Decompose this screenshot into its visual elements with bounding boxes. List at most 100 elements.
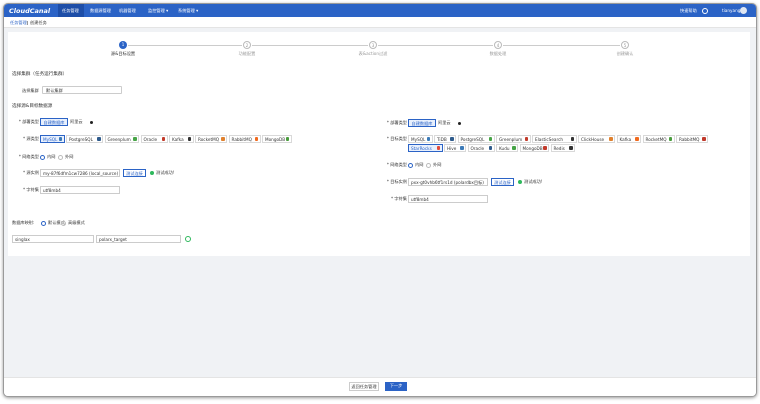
- radio-label: 默认模式: [48, 220, 65, 225]
- button[interactable]: 自建数据库: [40, 118, 68, 126]
- breadcrumb-bar: [4, 17, 756, 28]
- radio[interactable]: [426, 162, 431, 168]
- datasource-type[interactable]: PostgreSQL: [457, 135, 495, 143]
- datasource-type[interactable]: ElasticSearch: [532, 135, 577, 143]
- radio[interactable]: [61, 220, 66, 226]
- logo: CloudCanal: [9, 7, 51, 15]
- step-line: [252, 45, 368, 46]
- field-label: * 网络类型: [18, 154, 39, 159]
- datasource-type[interactable]: RabbitMQ: [676, 135, 708, 143]
- type-icon: [254, 137, 258, 141]
- radio-label: 内网: [47, 154, 56, 159]
- select[interactable]: pxx-gt0vhb6tf1rs1d (polardbx目标): [408, 178, 488, 186]
- step-line: [128, 45, 242, 46]
- field-label: * 源类型: [23, 136, 39, 141]
- cloud-icon: [458, 121, 461, 125]
- select[interactable]: singlax: [12, 235, 94, 243]
- datasource-type[interactable]: Oracle: [467, 144, 495, 152]
- add-icon[interactable]: [185, 235, 191, 242]
- radio-label: 外网: [433, 162, 442, 167]
- step-label: 创建确认: [616, 51, 634, 56]
- type-icon: [221, 137, 225, 141]
- field-label: * 部署类型: [386, 120, 407, 125]
- avatar[interactable]: [740, 7, 747, 14]
- breadcrumb[interactable]: 任务管理: [10, 20, 27, 25]
- nav-item[interactable]: 数据源管理: [90, 8, 111, 13]
- button[interactable]: 阿里云: [438, 120, 451, 125]
- user-name[interactable]: tianyang: [722, 8, 741, 13]
- radio-label: 高级模式: [68, 220, 85, 225]
- datasource-type[interactable]: Greenplum: [104, 135, 139, 143]
- datasource-type[interactable]: Kafka: [616, 135, 641, 143]
- radio[interactable]: [41, 220, 46, 226]
- button[interactable]: 测试连接: [491, 178, 514, 186]
- type-icon: [488, 146, 492, 150]
- type-icon: [460, 146, 464, 150]
- button[interactable]: 下一步: [385, 382, 407, 391]
- button[interactable]: 返回任务管理: [349, 382, 379, 391]
- datasource-type[interactable]: StarRocks: [408, 144, 443, 152]
- datasource-type[interactable]: MySQL: [408, 135, 433, 143]
- type-icon: [161, 137, 165, 141]
- breadcrumb: 创建任务: [30, 20, 47, 25]
- button[interactable]: 测试连接: [123, 169, 146, 177]
- status-dot: [518, 180, 522, 184]
- select[interactable]: 默认集群: [42, 86, 122, 94]
- type-icon: [133, 137, 137, 141]
- datasource-type[interactable]: Hive: [444, 144, 466, 152]
- radio[interactable]: [58, 154, 63, 160]
- field-label: * 目标实例: [386, 179, 407, 184]
- step-label: 表&action过滤: [358, 51, 388, 56]
- select[interactable]: polarx_target: [96, 235, 181, 243]
- nav-item[interactable]: 系统管理 ▾: [178, 8, 199, 13]
- nav-item[interactable]: 任务管理: [62, 8, 79, 13]
- type-icon: [97, 137, 101, 141]
- nav-active: [58, 4, 84, 17]
- step-circle: 4: [494, 41, 502, 49]
- nav-item[interactable]: 监控管理 ▾: [148, 8, 169, 13]
- radio[interactable]: [40, 154, 45, 160]
- select[interactable]: my-87f6dfm1cw7286 (local_source): [40, 169, 120, 177]
- field-label: * 源实例: [23, 170, 39, 175]
- select[interactable]: utf8mb4: [408, 195, 488, 203]
- button[interactable]: 自建数据库: [408, 119, 436, 127]
- step-label: 功能配置: [238, 51, 256, 56]
- select[interactable]: utf8mb4: [40, 186, 120, 194]
- datasource-type[interactable]: RocketMQ: [642, 135, 675, 143]
- type-icon: [543, 146, 547, 150]
- field-label: * 网络类型: [386, 162, 407, 167]
- footer-bar: [4, 377, 756, 396]
- datasource-type[interactable]: MongoDB: [262, 135, 292, 143]
- radio[interactable]: [408, 162, 413, 168]
- datasource-type[interactable]: TiDB: [434, 135, 456, 143]
- step-circle: 1: [119, 41, 127, 49]
- datasource-type[interactable]: Oracle: [140, 135, 168, 143]
- help-icon[interactable]: [702, 8, 708, 14]
- cloud-icon: [90, 120, 93, 124]
- type-icon: [58, 137, 62, 141]
- section-title: 选择集群（任务运行集群）: [12, 72, 68, 77]
- datasource-type[interactable]: RabbitMQ: [228, 135, 261, 143]
- datasource-type[interactable]: PostgreSQL: [66, 135, 103, 143]
- radio-label: 内网: [415, 162, 424, 167]
- type-icon: [570, 137, 574, 141]
- datasource-type[interactable]: Kudu: [496, 144, 518, 152]
- datasource-type[interactable]: Greenplum: [496, 135, 531, 143]
- datasource-type[interactable]: RocketMQ: [195, 135, 227, 143]
- type-icon: [436, 146, 440, 150]
- nav-item[interactable]: 机器管理: [119, 8, 136, 13]
- type-icon: [426, 137, 430, 141]
- datasource-type[interactable]: MySQL: [40, 135, 65, 143]
- datasource-type[interactable]: Kafka: [169, 135, 194, 143]
- button[interactable]: 阿里云: [70, 119, 83, 124]
- datasource-type[interactable]: ClickHouse: [578, 135, 615, 143]
- step-circle: 5: [621, 41, 629, 49]
- datasource-type[interactable]: MongoDB: [519, 144, 549, 152]
- step-line: [378, 45, 493, 46]
- status: 测试成功!: [156, 170, 175, 175]
- help-link[interactable]: 快速帮助: [680, 8, 697, 13]
- type-icon: [285, 137, 289, 141]
- datasource-type[interactable]: Redis: [550, 144, 575, 152]
- type-icon: [609, 137, 613, 141]
